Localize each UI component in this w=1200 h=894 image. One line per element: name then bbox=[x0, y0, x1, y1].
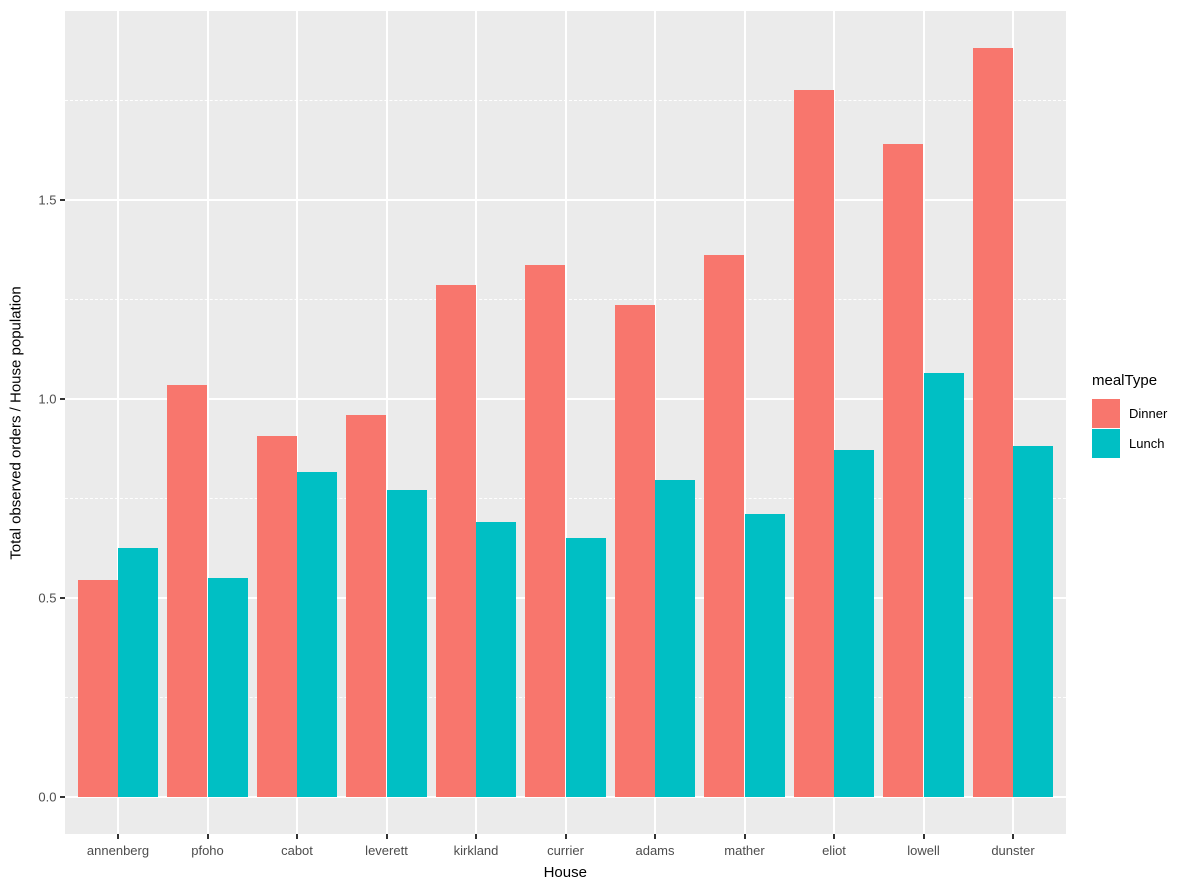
vertical-gridline bbox=[385, 11, 388, 834]
x-tick-label-adams: adams bbox=[635, 843, 675, 858]
bar-dinner-currier bbox=[525, 265, 566, 797]
legend-title: mealType bbox=[1092, 372, 1158, 389]
legend-label-dinner: Dinner bbox=[1129, 406, 1168, 421]
bar-lunch-annenberg bbox=[118, 547, 159, 797]
bar-lunch-currier bbox=[565, 537, 606, 797]
bar-dinner-eliot bbox=[793, 90, 834, 797]
legend-label-lunch: Lunch bbox=[1129, 436, 1165, 451]
x-tick-mark bbox=[385, 834, 388, 839]
bar-lunch-cabot bbox=[297, 472, 338, 797]
vertical-gridline bbox=[206, 11, 209, 834]
y-tick-mark bbox=[59, 198, 65, 201]
bar-dinner-dunster bbox=[972, 48, 1013, 797]
x-tick-label-currier: currier bbox=[547, 843, 584, 858]
bar-lunch-leverett bbox=[386, 490, 427, 797]
x-tick-label-lowell: lowell bbox=[907, 843, 940, 858]
x-tick-label-dunster: dunster bbox=[991, 843, 1035, 858]
vertical-gridline bbox=[475, 11, 477, 834]
x-tick-mark bbox=[654, 834, 656, 839]
bar-lunch-dunster bbox=[1013, 446, 1054, 797]
vertical-gridline bbox=[296, 11, 298, 834]
x-tick-mark bbox=[833, 834, 835, 839]
y-tick-label: 0.0 bbox=[38, 789, 57, 805]
vertical-gridline bbox=[117, 11, 119, 834]
bar-dinner-leverett bbox=[346, 414, 387, 797]
y-axis-title: Total observed orders / House population bbox=[7, 285, 25, 560]
y-tick-label: 1.5 bbox=[38, 192, 57, 208]
vertical-gridline bbox=[833, 11, 835, 834]
legend-entry-dinner: Dinner bbox=[1092, 399, 1167, 428]
bar-dinner-adams bbox=[614, 305, 655, 797]
x-tick-label-annenberg: annenberg bbox=[86, 843, 150, 858]
x-tick-label-leverett: leverett bbox=[365, 843, 408, 858]
bar-dinner-kirkland bbox=[435, 285, 476, 797]
legend: mealType Dinner Lunch bbox=[1092, 372, 1167, 459]
legend-swatch-dinner bbox=[1092, 399, 1120, 428]
bar-lunch-pfoho bbox=[207, 577, 248, 797]
bar-dinner-pfoho bbox=[167, 384, 208, 797]
legend-entry-lunch: Lunch bbox=[1092, 429, 1167, 458]
x-tick-label-eliot: eliot bbox=[822, 843, 846, 858]
x-axis-title: House bbox=[543, 864, 587, 881]
x-tick-mark bbox=[206, 834, 209, 839]
x-tick-label-kirkland: kirkland bbox=[453, 843, 499, 858]
legend-swatch-lunch bbox=[1092, 429, 1120, 458]
vertical-gridline bbox=[564, 11, 567, 834]
vertical-gridline bbox=[1012, 11, 1014, 834]
x-tick-mark bbox=[296, 834, 298, 839]
bar-lunch-eliot bbox=[834, 450, 875, 797]
bar-dinner-cabot bbox=[256, 436, 297, 797]
x-tick-mark bbox=[1012, 834, 1014, 839]
x-tick-label-mather: mather bbox=[724, 843, 765, 858]
x-tick-mark bbox=[564, 834, 567, 839]
vertical-gridline bbox=[743, 11, 746, 834]
x-tick-label-pfoho: pfoho bbox=[191, 843, 224, 858]
x-tick-mark bbox=[922, 834, 925, 839]
y-tick-mark bbox=[59, 795, 65, 798]
y-tick-mark bbox=[59, 397, 65, 400]
x-tick-mark bbox=[117, 834, 119, 839]
bar-lunch-adams bbox=[655, 480, 696, 797]
y-tick-label: 1.0 bbox=[38, 391, 57, 407]
bar-dinner-annenberg bbox=[77, 579, 118, 797]
legend-entries: Dinner Lunch bbox=[1092, 399, 1167, 458]
y-tick-label: 0.5 bbox=[38, 590, 57, 606]
x-tick-label-cabot: cabot bbox=[281, 843, 313, 858]
plot-panel bbox=[64, 11, 1066, 834]
vertical-gridline bbox=[654, 11, 656, 834]
x-tick-mark bbox=[475, 834, 477, 839]
bar-lunch-lowell bbox=[923, 372, 964, 797]
bar-lunch-mather bbox=[744, 514, 785, 797]
y-tick-mark bbox=[59, 596, 65, 599]
bar-lunch-kirkland bbox=[476, 521, 517, 797]
x-tick-mark bbox=[743, 834, 746, 839]
bar-dinner-lowell bbox=[883, 143, 924, 797]
bar-dinner-mather bbox=[704, 255, 745, 797]
